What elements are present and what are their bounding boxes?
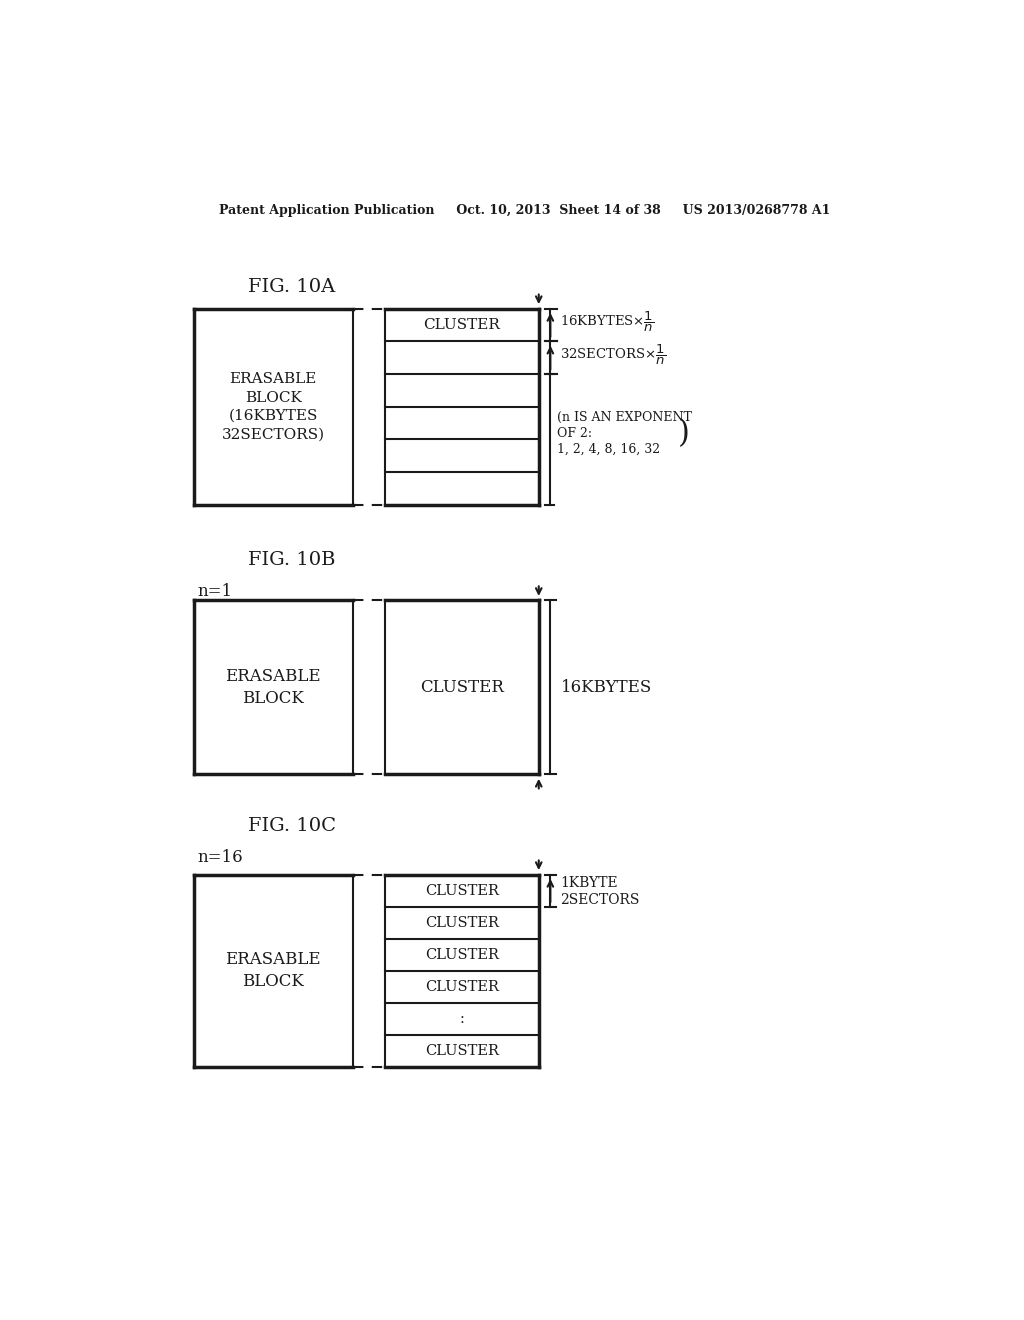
Text: CLUSTER: CLUSTER xyxy=(425,916,499,929)
Text: FIG. 10A: FIG. 10A xyxy=(248,277,336,296)
Text: Patent Application Publication     Oct. 10, 2013  Sheet 14 of 38     US 2013/026: Patent Application Publication Oct. 10, … xyxy=(219,205,830,218)
Text: 16KBYTES: 16KBYTES xyxy=(560,678,651,696)
Text: ERASABLE
BLOCK
(16KBYTES
32SECTORS): ERASABLE BLOCK (16KBYTES 32SECTORS) xyxy=(222,372,325,441)
Text: (n IS AN EXPONENT
OF 2:
1, 2, 4, 8, 16, 32: (n IS AN EXPONENT OF 2: 1, 2, 4, 8, 16, … xyxy=(557,411,692,455)
Text: n=16: n=16 xyxy=(198,849,244,866)
Text: ): ) xyxy=(678,418,689,449)
Text: CLUSTER: CLUSTER xyxy=(425,948,499,962)
Text: 32SECTORS$\times\dfrac{1}{n}$: 32SECTORS$\times\dfrac{1}{n}$ xyxy=(560,343,667,367)
Text: CLUSTER: CLUSTER xyxy=(424,318,501,331)
Text: ERASABLE
BLOCK: ERASABLE BLOCK xyxy=(225,952,322,990)
Text: :: : xyxy=(460,1012,465,1026)
Text: CLUSTER: CLUSTER xyxy=(425,883,499,898)
Text: CLUSTER: CLUSTER xyxy=(425,1044,499,1057)
Text: CLUSTER: CLUSTER xyxy=(425,979,499,994)
Text: 16KBYTES$\times\dfrac{1}{n}$: 16KBYTES$\times\dfrac{1}{n}$ xyxy=(560,310,654,334)
Text: CLUSTER: CLUSTER xyxy=(420,678,504,696)
Text: FIG. 10C: FIG. 10C xyxy=(248,817,336,834)
Text: 1KBYTE
2SECTORS: 1KBYTE 2SECTORS xyxy=(560,876,640,907)
Text: n=1: n=1 xyxy=(198,583,232,601)
Text: FIG. 10B: FIG. 10B xyxy=(248,552,336,569)
Text: ERASABLE
BLOCK: ERASABLE BLOCK xyxy=(225,668,322,708)
